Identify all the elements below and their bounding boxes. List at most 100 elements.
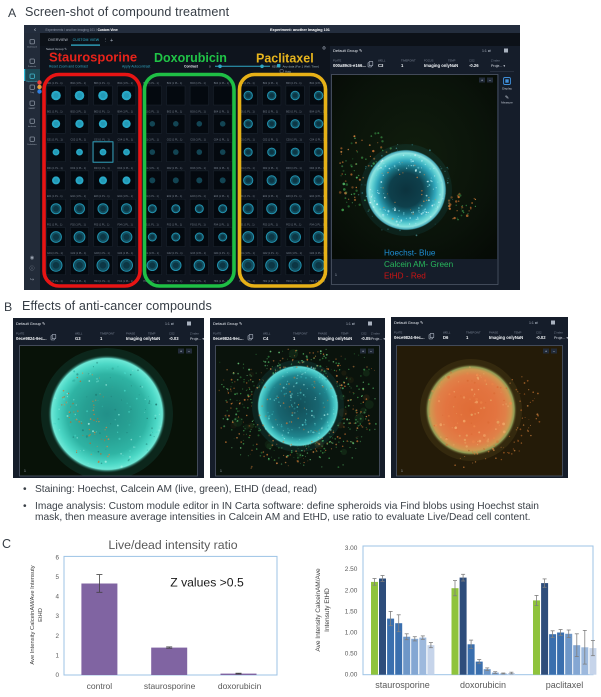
svg-text:F03 (1 PL.. 1): F03 (1 PL.. 1): [190, 224, 205, 227]
svg-text:H03 (1 PL.. 1): H03 (1 PL.. 1): [94, 280, 110, 283]
svg-text:4: 4: [55, 594, 59, 601]
svg-text:PLATE: PLATE: [16, 332, 25, 336]
svg-text:E04 (1 PL.. 1): E04 (1 PL.. 1): [118, 195, 134, 198]
svg-text:F03 (1 PL.. 1): F03 (1 PL.. 1): [94, 224, 109, 227]
svg-text:F04 (1 PL.. 1): F04 (1 PL.. 1): [214, 224, 229, 227]
svg-text:doxorubicin: doxorubicin: [460, 680, 506, 690]
svg-text:Incubator: Incubator: [28, 125, 37, 128]
svg-text:C03 (1 PL.. 1): C03 (1 PL.. 1): [286, 139, 302, 142]
svg-text:Dashboard: Dashboard: [27, 47, 37, 49]
svg-text:PHASE: PHASE: [126, 332, 135, 336]
svg-text:D02 (1 PL.. 1): D02 (1 PL.. 1): [263, 167, 279, 170]
svg-text:G04 (1 PL.. 1): G04 (1 PL.. 1): [310, 252, 326, 255]
svg-text:-0.05: -0.05: [361, 336, 371, 341]
svg-text:↪: ↪: [30, 277, 34, 283]
svg-text:Select Group ✎: Select Group ✎: [46, 47, 67, 51]
svg-text:H03 (1 PL.. 1): H03 (1 PL.. 1): [286, 280, 302, 283]
svg-text:CO2: CO2: [169, 332, 175, 336]
svg-text:staurosporine: staurosporine: [375, 680, 430, 690]
svg-text:0.50: 0.50: [345, 651, 358, 658]
svg-text:B03 (1 PL.. 1): B03 (1 PL.. 1): [190, 82, 206, 85]
svg-text:E01 (1 PL.. 1): E01 (1 PL.. 1): [143, 195, 159, 198]
svg-text:1:1 ⇄: 1:1 ⇄: [346, 321, 356, 326]
svg-text:+: +: [545, 349, 548, 354]
svg-text:C04 (1 PL.. 1): C04 (1 PL.. 1): [214, 139, 230, 142]
svg-text:CO2: CO2: [361, 332, 367, 336]
svg-text:D03 (1 PL.. 1): D03 (1 PL.. 1): [190, 167, 206, 170]
svg-text:TIMEPOINT: TIMEPOINT: [466, 331, 481, 335]
svg-text:1: 1: [55, 652, 59, 659]
svg-text:Hoechst- Blue: Hoechst- Blue: [384, 249, 436, 258]
svg-text:6: 6: [55, 554, 59, 561]
svg-text:G01 (1 PL.. 1): G01 (1 PL.. 1): [143, 252, 159, 255]
svg-text:D03 (1 PL.. 1): D03 (1 PL.. 1): [286, 167, 302, 170]
svg-text:EtHD: EtHD: [38, 608, 44, 622]
svg-text:F01 (1 PL.. 1): F01 (1 PL.. 1): [47, 224, 62, 227]
svg-text:G3: G3: [75, 336, 81, 341]
svg-text:E01 (1 PL.. 1): E01 (1 PL.. 1): [47, 195, 63, 198]
svg-text:Imaging onlyNaN: Imaging onlyNaN: [424, 63, 458, 68]
svg-text:F04 (1 PL.. 1): F04 (1 PL.. 1): [310, 224, 325, 227]
svg-text:0: 0: [209, 65, 211, 69]
svg-text:B02 (1 PL.. 1): B02 (1 PL.. 1): [263, 110, 279, 113]
svg-text:B02 (1 PL.. 1): B02 (1 PL.. 1): [71, 82, 87, 85]
svg-text:2: 2: [55, 633, 59, 640]
svg-text:G01 (1 PL.. 1): G01 (1 PL.. 1): [47, 252, 63, 255]
svg-text:G01 (1 PL.. 1): G01 (1 PL.. 1): [239, 252, 255, 255]
svg-text:Proje... ▾: Proje... ▾: [371, 337, 385, 341]
svg-text:1:1 ⇄: 1:1 ⇄: [529, 320, 539, 325]
svg-text:Proje... ▾: Proje... ▾: [554, 336, 568, 340]
svg-text:E02 (1 PL.. 1): E02 (1 PL.. 1): [71, 195, 87, 198]
svg-text:C02 (1 PL.. 1): C02 (1 PL.. 1): [263, 139, 279, 142]
svg-text:SMART: SMART: [29, 107, 37, 110]
svg-text:control: control: [87, 681, 113, 691]
svg-text:C01 (1 PL.. 1): C01 (1 PL.. 1): [143, 139, 159, 142]
svg-text:H02 (1 PL.. 1): H02 (1 PL.. 1): [71, 280, 87, 283]
svg-text:E02 (1 PL.. 1): E02 (1 PL.. 1): [167, 195, 183, 198]
svg-text:1: 1: [100, 336, 103, 341]
svg-text:5: 5: [55, 574, 59, 581]
svg-text:−: −: [188, 349, 191, 354]
svg-text:◉: ◉: [30, 255, 35, 261]
svg-text:C02 (1 PL.. 1): C02 (1 PL.. 1): [71, 139, 87, 142]
svg-text:B04 (1 PL.. 1): B04 (1 PL.. 1): [118, 110, 134, 113]
svg-text:1: 1: [466, 335, 469, 340]
svg-text:OVERVIEW: OVERVIEW: [48, 38, 69, 42]
svg-text:2.00: 2.00: [345, 587, 358, 594]
svg-text:+: +: [180, 349, 183, 354]
svg-text:EtHD - Red: EtHD - Red: [384, 272, 426, 281]
svg-text:C03 (1 PL.. 1): C03 (1 PL.. 1): [94, 139, 110, 142]
svg-text:PLATE: PLATE: [213, 332, 222, 336]
svg-text:Default Group ✎: Default Group ✎: [394, 320, 423, 325]
svg-text:D04 (1 PL.. 1): D04 (1 PL.. 1): [214, 167, 230, 170]
svg-text:C3: C3: [378, 63, 384, 68]
svg-text:PHASE: PHASE: [489, 331, 498, 335]
svg-text:0.00: 0.00: [345, 672, 358, 679]
svg-text:PLATE: PLATE: [394, 331, 403, 335]
svg-text:−: −: [370, 349, 373, 354]
svg-text:Ave Intensity CalceinAM/Ave In: Ave Intensity CalceinAM/Ave Intensuty: [30, 565, 36, 664]
svg-text:B01 (1 PL.. 1): B01 (1 PL.. 1): [47, 110, 63, 113]
svg-text:PHASE: PHASE: [318, 332, 327, 336]
svg-text:B04 (1 PL.. 1): B04 (1 PL.. 1): [310, 82, 326, 85]
svg-text:1: 1: [220, 469, 222, 473]
svg-text:D01 (1 PL.. 1): D01 (1 PL.. 1): [239, 167, 255, 170]
svg-text:F03 (1 PL.. 1): F03 (1 PL.. 1): [286, 224, 301, 227]
svg-text:Auto: Auto: [285, 70, 292, 74]
svg-text:−: −: [553, 349, 556, 354]
svg-text:1: 1: [401, 469, 403, 473]
svg-text:G03 (1 PL.. 1): G03 (1 PL.. 1): [94, 252, 110, 255]
svg-text:Apply Autocontrast: Apply Autocontrast: [122, 65, 150, 69]
svg-text:H04 (1 PL.. 1): H04 (1 PL.. 1): [310, 280, 326, 283]
svg-text:D04 (1 PL.. 1): D04 (1 PL.. 1): [118, 167, 134, 170]
svg-text:1:1 ⇄: 1:1 ⇄: [165, 321, 175, 326]
svg-text:‹: ‹: [34, 28, 36, 34]
svg-text:B03 (1 PL.. 1): B03 (1 PL.. 1): [190, 110, 206, 113]
svg-text:Z index: Z index: [371, 332, 380, 336]
svg-text:G03 (1 PL.. 1): G03 (1 PL.. 1): [286, 252, 302, 255]
svg-text:CUSTOM VIEW: CUSTOM VIEW: [73, 38, 100, 42]
svg-text:Paclitaxel: Paclitaxel: [256, 52, 314, 66]
svg-text:D01 (1 PL.. 1): D01 (1 PL.. 1): [143, 167, 159, 170]
svg-text:TIMEPOINT: TIMEPOINT: [293, 332, 308, 336]
svg-text:E02 (1 PL.. 1): E02 (1 PL.. 1): [263, 195, 279, 198]
